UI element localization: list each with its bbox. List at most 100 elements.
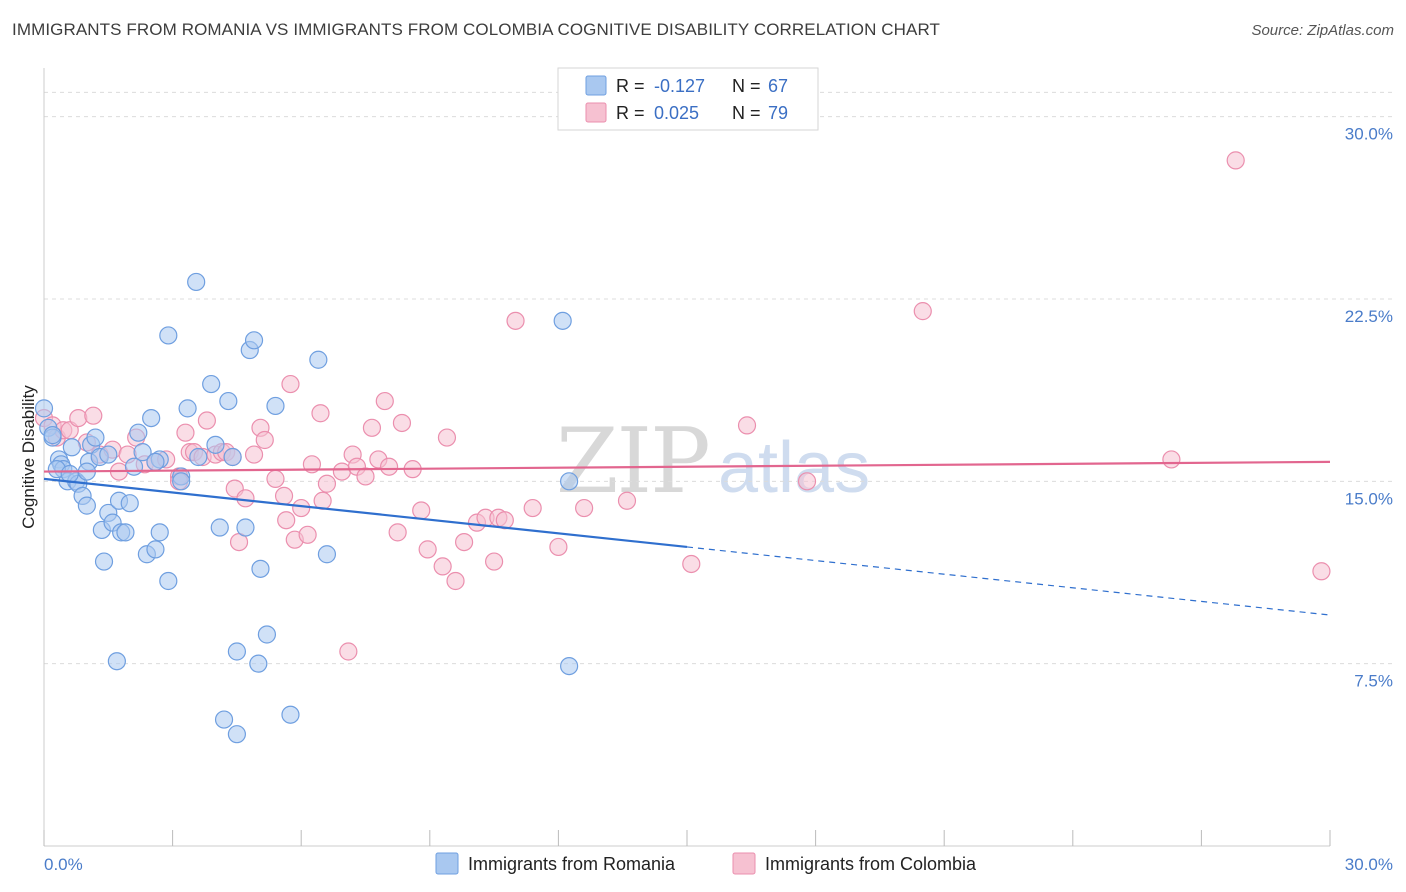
romania-point [187,272,206,292]
colombia-point [1312,562,1331,581]
colombia-point [84,406,103,425]
colombia-point [418,540,437,559]
romania-point [249,654,268,673]
colombia-point [913,302,932,321]
colombia-point [339,642,358,661]
y-tick-label: 30.0% [1345,125,1393,144]
colombia-point [1226,151,1245,170]
romania-point [146,452,165,471]
colombia-point [379,457,399,476]
colombia-point [244,445,264,464]
y-tick-label: 15.0% [1345,489,1393,508]
legend-romania-r-value: -0.127 [654,76,705,96]
y-tick-label: 22.5% [1345,307,1393,326]
colombia-point [197,411,216,430]
colombia-point [523,498,542,518]
watermark-atlas: atlas [718,428,870,508]
romania-point [99,445,118,464]
legend-romania-r-label: R = [616,76,645,96]
romania-point [244,331,264,350]
romania-point [223,447,242,467]
colombia-point [277,511,296,530]
colombia-point [298,525,317,544]
romania-point [206,435,225,454]
romania-point [553,311,572,330]
colombia-point [311,404,330,423]
romania-point [560,472,579,491]
colombia-point [356,467,375,486]
romania-point [62,438,81,457]
romania-point [251,559,270,578]
romania-point [189,447,208,467]
chart-source: Source: ZipAtlas.com [1251,22,1394,39]
romania-point [116,523,135,542]
colombia-point [485,552,504,571]
colombia-point [506,311,525,330]
legend-colombia-n-value: 79 [768,103,788,123]
trend-line-romania-extension [686,546,1331,616]
romania-point [133,443,152,462]
colombia-point [69,409,88,428]
legend-colombia-r-value: 0.025 [654,103,699,123]
romania-point [281,705,300,724]
romania-point [94,552,114,571]
colombia-point [392,413,412,433]
colombia-point [433,557,452,576]
romania-point [214,710,234,729]
colombia-point [292,498,311,518]
legend-colombia-n-label: N = [732,103,761,123]
colombia-point [362,418,382,437]
colombia-point [255,430,274,450]
y-axis-tick-labels: 7.5% 15.0% 22.5% 30.0% [1345,125,1393,691]
gridlines [44,91,1394,665]
bottom-legend-romania: Immigrants from Romania [468,854,676,874]
colombia-point [176,423,195,442]
romania-point [129,423,148,442]
romania-point [257,625,277,644]
romania-point [309,350,328,369]
romania-point [202,374,221,394]
colombia-point [388,523,407,542]
colombia-point [1162,450,1181,469]
colombia-point [281,374,300,394]
colombia-point [454,532,474,552]
x-tick-label-min: 0.0% [44,855,83,874]
romania-point [146,540,165,559]
colombia-point [437,428,457,447]
colombia-point [375,391,394,411]
bottom-legend-swatch-colombia [732,852,756,875]
y-tick-label: 7.5% [1354,672,1393,691]
chart-title: IMMIGRANTS FROM ROMANIA VS IMMIGRANTS FR… [12,20,941,39]
colombia-point [446,571,465,591]
legend-swatch-romania [585,75,607,96]
romania-point [77,496,96,515]
romania-point [86,428,105,447]
colombia-point [332,462,352,481]
legend-romania-n-value: 67 [768,76,788,96]
romania-point [150,523,169,542]
colombia-point [682,554,701,574]
romania-point [120,494,139,513]
colombia-point [266,469,285,488]
romania-point [172,472,191,491]
colombia-point [274,486,294,505]
romania-point [159,326,178,345]
colombia-point [617,491,637,510]
colombia-point [737,416,757,435]
x-axis-ticks [43,830,1331,846]
romania-point [317,545,337,564]
legend-romania-n-label: N = [732,76,761,96]
romania-point [107,652,126,671]
romania-point [227,642,246,661]
romania-point [560,656,579,676]
romania-point [142,409,161,428]
bottom-legend-swatch-romania [435,852,459,875]
series-romania-points [34,272,579,744]
trend-line-romania [43,477,688,549]
romania-point [178,399,197,418]
colombia-point [575,498,594,518]
romania-point [236,518,255,537]
colombia-point [549,537,568,557]
correlation-legend: R = -0.127 N = 67 R = 0.025 N = 79 [557,67,819,131]
legend-swatch-colombia [585,102,607,123]
